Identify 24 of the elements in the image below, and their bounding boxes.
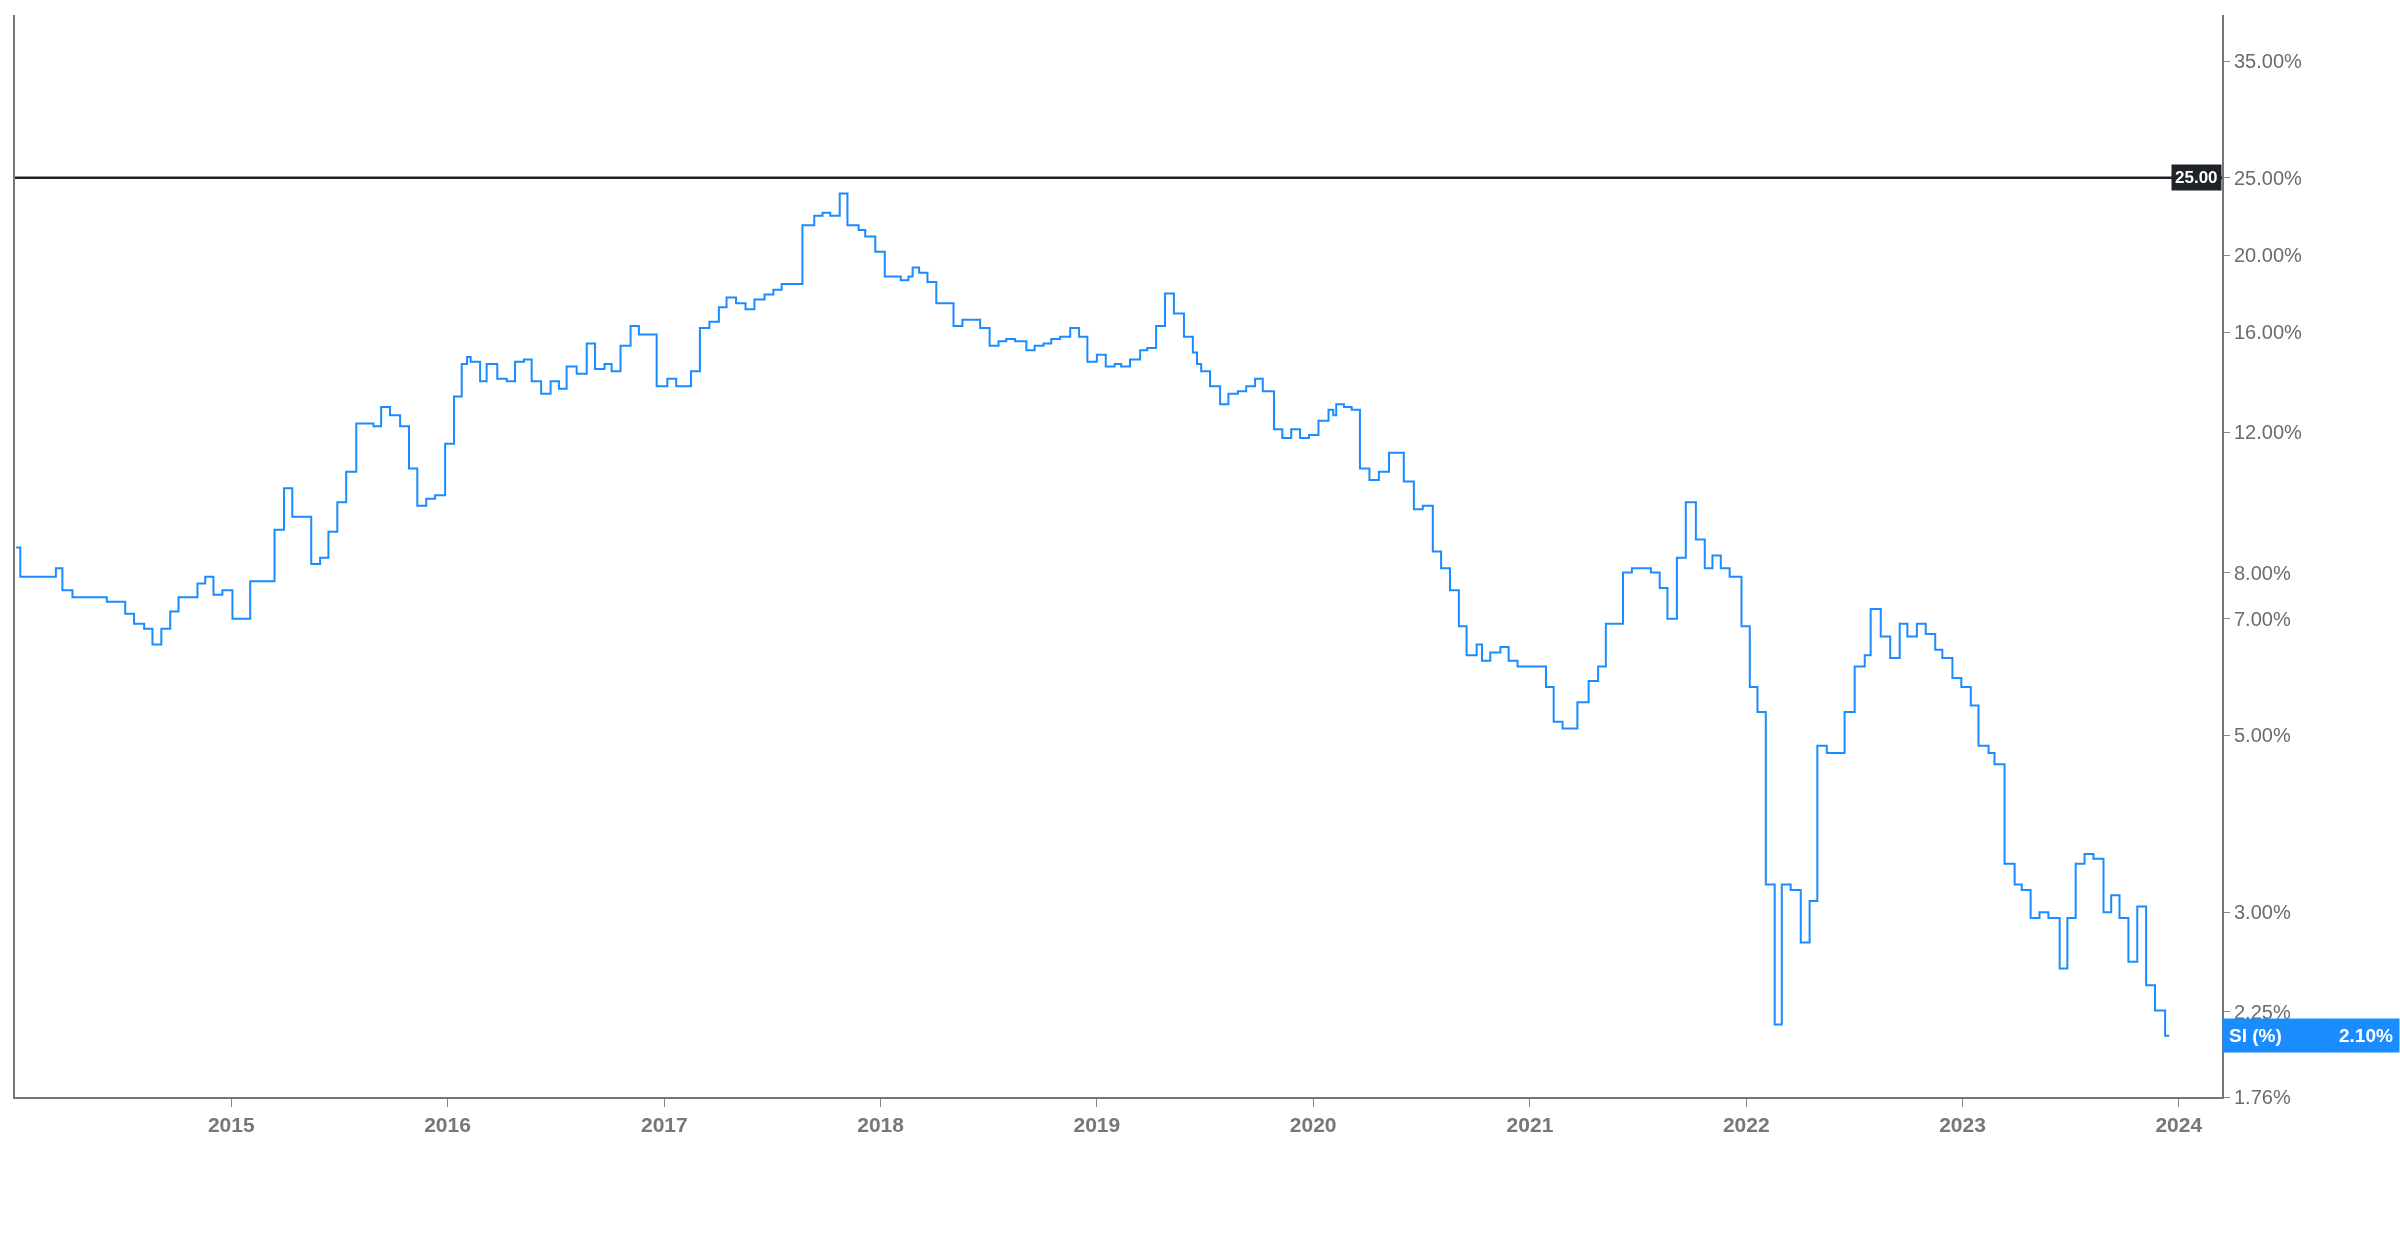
legend-label: SI (%) <box>2229 1025 2282 1046</box>
y-tick-label: 2.25% <box>2234 1000 2291 1023</box>
y-tick-label: 16.00% <box>2234 321 2303 344</box>
x-tick-label: 2017 <box>641 1113 688 1137</box>
y-tick-label: 5.00% <box>2234 724 2291 747</box>
y-tick-label: 3.00% <box>2234 901 2291 924</box>
x-tick-label: 2023 <box>1939 1113 1986 1137</box>
text: 2.10% <box>2339 1025 2393 1046</box>
x-tick-label: 2020 <box>1289 1113 1337 1137</box>
y-tick-label: 20.00% <box>2234 244 2303 267</box>
y-tick-label: 8.00% <box>2234 561 2291 584</box>
x-tick-label: 2018 <box>857 1113 905 1137</box>
y-tick-label: 7.00% <box>2234 607 2291 630</box>
y-tick-label: 35.00% <box>2234 50 2303 73</box>
x-tick-label: 2022 <box>1722 1113 1770 1137</box>
y-tick-label: 25.00% <box>2234 166 2303 189</box>
x-tick-label: 2016 <box>424 1113 471 1137</box>
x-tick-label: 2019 <box>1073 1113 1121 1137</box>
x-tick-label: 2024 <box>2155 1113 2203 1137</box>
ref-line-label: 25.00 <box>2175 168 2218 187</box>
y-tick-label: 12.00% <box>2234 421 2303 444</box>
x-tick-label: 2015 <box>207 1113 255 1137</box>
y-tick-label: 1.76% <box>2234 1086 2291 1108</box>
x-tick-label: 2021 <box>1506 1113 1554 1137</box>
